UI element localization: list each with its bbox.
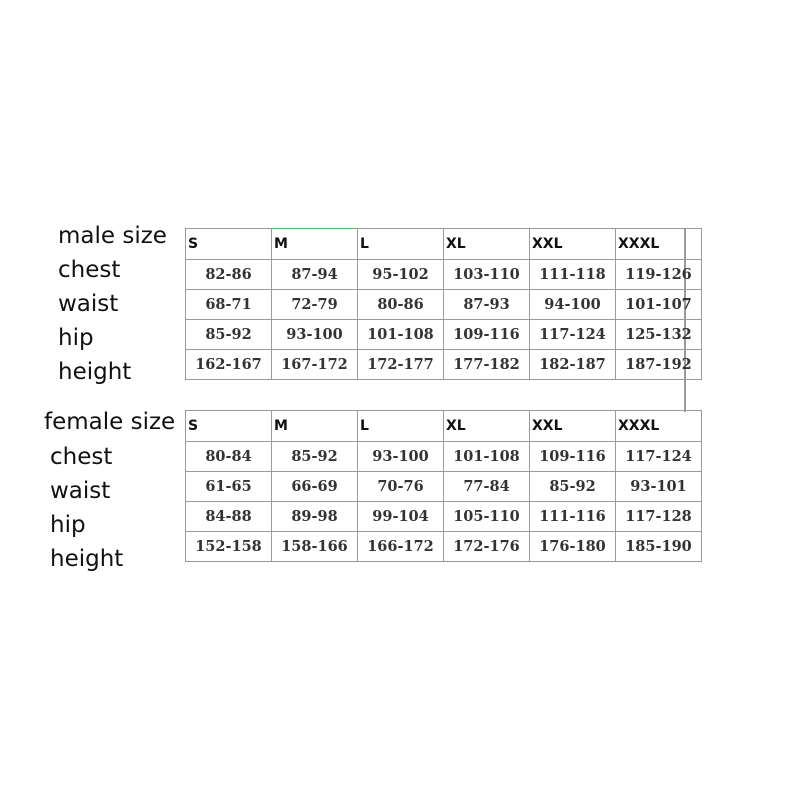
table-row-height: 162-167 167-172 172-177 177-182 182-187 187-1… [185,349,702,380]
size-header-cell: XXL [529,228,616,260]
measurement-cell: 72-79 [271,289,358,320]
measurement-cell: 93-101 [615,471,702,502]
measurement-cell: 68-71 [185,289,272,320]
size-header-cell: L [357,228,444,260]
measurement-cell: 80-84 [185,441,272,472]
size-header-cell: XXL [529,410,616,442]
measurement-cell: 85-92 [529,471,616,502]
measurement-cell: 103-110 [443,259,530,290]
measurement-cell: 117-124 [529,319,616,350]
size-header-row: S M L XL XXL XXXL [185,228,702,260]
measurement-cell: 87-94 [271,259,358,290]
measurement-cell: 177-182 [443,349,530,380]
measurement-cell: 101-108 [357,319,444,350]
male-hip-label: hip [58,325,94,351]
table-row-height: 152-158 158-166 166-172 172-176 176-180 185-1… [185,531,702,562]
female-size-table: S M L XL XXL XXXL 80-84 85-92 93-100 101-108 109-1… [185,410,702,562]
size-header-cell: L [357,410,444,442]
table-row-hip: 85-92 93-100 101-108 109-116 117-124 125-132 [185,319,702,350]
measurement-cell: 172-177 [357,349,444,380]
measurement-cell: 166-172 [357,531,444,562]
table-row-chest: 82-86 87-94 95-102 103-110 111-118 119-126 [185,259,702,290]
measurement-cell: 80-86 [357,289,444,320]
female-waist-label: waist [50,478,111,504]
measurement-cell: 85-92 [271,441,358,472]
measurement-cell: 93-100 [271,319,358,350]
male-waist-label: waist [58,291,119,317]
size-header-cell: XL [443,410,530,442]
size-header-cell: M [271,410,358,442]
measurement-cell: 85-92 [185,319,272,350]
measurement-cell: 187-192 [615,349,702,380]
measurement-cell: 185-190 [615,531,702,562]
size-header-cell: XL [443,228,530,260]
female-hip-label: hip [50,512,86,538]
measurement-cell: 167-172 [271,349,358,380]
measurement-cell: 101-108 [443,441,530,472]
female-chest-label: chest [50,444,113,470]
measurement-cell: 93-100 [357,441,444,472]
measurement-cell: 99-104 [357,501,444,532]
measurement-cell: 111-116 [529,501,616,532]
table-row-chest: 80-84 85-92 93-100 101-108 109-116 117-124 [185,441,702,472]
measurement-cell: 84-88 [185,501,272,532]
size-header-row: S M L XL XXL XXXL [185,410,702,442]
measurement-cell: 95-102 [357,259,444,290]
table-row-waist: 68-71 72-79 80-86 87-93 94-100 101-107 [185,289,702,320]
measurement-cell: 176-180 [529,531,616,562]
size-header-cell: XXXL [615,228,702,260]
measurement-cell: 158-166 [271,531,358,562]
measurement-cell: 94-100 [529,289,616,320]
measurement-cell: 125-132 [615,319,702,350]
female-size-label: female size [44,409,176,435]
measurement-cell: 111-118 [529,259,616,290]
male-size-label: male size [58,223,167,249]
measurement-cell: 172-176 [443,531,530,562]
size-header-cell: S [185,410,272,442]
measurement-cell: 152-158 [185,531,272,562]
measurement-cell: 117-124 [615,441,702,472]
size-header-cell: S [185,228,272,260]
table-row-hip: 84-88 89-98 99-104 105-110 111-116 117-128 [185,501,702,532]
measurement-cell: 61-65 [185,471,272,502]
measurement-cell: 66-69 [271,471,358,502]
measurement-cell: 89-98 [271,501,358,532]
measurement-cell: 101-107 [615,289,702,320]
measurement-cell: 87-93 [443,289,530,320]
male-size-table: S M L XL XXL XXXL 82-86 87-94 95-102 103-110 111-1… [185,228,702,380]
measurement-cell: 109-116 [529,441,616,472]
measurement-cell: 117-128 [615,501,702,532]
measurement-cell: 109-116 [443,319,530,350]
table-row-waist: 61-65 66-69 70-76 77-84 85-92 93-101 [185,471,702,502]
measurement-cell: 105-110 [443,501,530,532]
measurement-cell: 119-126 [615,259,702,290]
measurement-cell: 162-167 [185,349,272,380]
male-chest-label: chest [58,257,121,283]
measurement-cell: 82-86 [185,259,272,290]
measurement-cell: 77-84 [443,471,530,502]
female-height-label: height [50,546,124,572]
measurement-cell: 70-76 [357,471,444,502]
size-header-cell: XXXL [615,410,702,442]
male-height-label: height [58,359,132,385]
measurement-cell: 182-187 [529,349,616,380]
size-header-cell: M [271,228,358,260]
